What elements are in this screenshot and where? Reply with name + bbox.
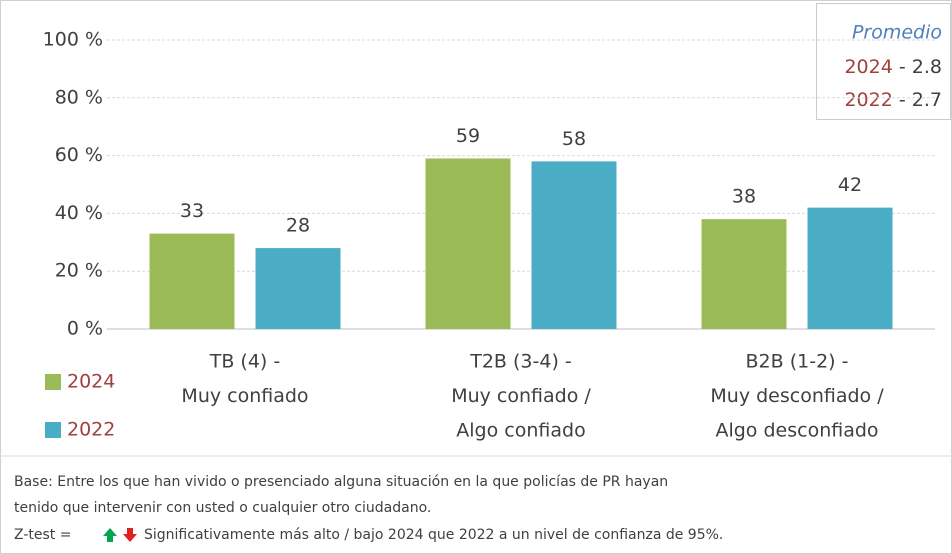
data-label: 42 [838, 174, 862, 196]
data-label: 38 [732, 186, 756, 208]
bar [701, 219, 787, 329]
promedio-title: Promedio [852, 22, 942, 44]
promedio-label: 2022 [844, 89, 892, 111]
legend-swatch [45, 422, 61, 438]
footnote: Significativamente más alto / bajo 2024 … [144, 527, 723, 543]
up-arrow-icon [103, 528, 117, 542]
data-label: 33 [180, 200, 204, 222]
promedio-value: - 2.8 [899, 56, 942, 78]
footnote: Z-test = [14, 527, 71, 543]
x-tick-label: Muy confiado [181, 385, 308, 407]
y-tick-label: 20 % [55, 260, 103, 282]
x-tick-label: Muy desconfiado / [710, 385, 884, 407]
y-tick-label: 0 % [67, 318, 103, 340]
promedio-value: - 2.7 [899, 89, 942, 111]
x-tick-label: B2B (1-2) - [746, 351, 849, 373]
x-tick-label: Muy confiado / [451, 385, 591, 407]
x-tick-label: TB (4) - [209, 351, 281, 373]
x-tick-label: Algo desconfiado [715, 420, 878, 442]
y-tick-label: 60 % [55, 144, 103, 166]
down-arrow-icon [123, 528, 137, 542]
data-label: 28 [286, 215, 310, 237]
bar [425, 158, 511, 329]
x-tick-label: Algo confiado [456, 420, 585, 442]
bar [149, 233, 235, 329]
y-tick-label: 80 % [55, 86, 103, 108]
data-label: 58 [562, 128, 586, 150]
promedio-item: 2024 - 2.8 [844, 56, 942, 78]
y-tick-label: 100 % [43, 29, 103, 51]
data-label: 59 [456, 125, 480, 147]
legend-swatch [45, 374, 61, 390]
promedio-box [816, 3, 951, 120]
footnote: Base: Entre los que han vivido o presenc… [14, 474, 668, 490]
bar [531, 161, 617, 329]
bar [255, 248, 341, 329]
bar [807, 207, 893, 329]
footnote: tenido que intervenir con usted o cualqu… [14, 500, 431, 516]
y-tick-label: 40 % [55, 202, 103, 224]
promedio-item: 2022 - 2.7 [844, 89, 942, 111]
x-tick-label: T2B (3-4) - [469, 351, 572, 373]
legend-label: 2024 [67, 371, 115, 393]
promedio-label: 2024 [844, 56, 892, 78]
legend-label: 2022 [67, 419, 115, 441]
